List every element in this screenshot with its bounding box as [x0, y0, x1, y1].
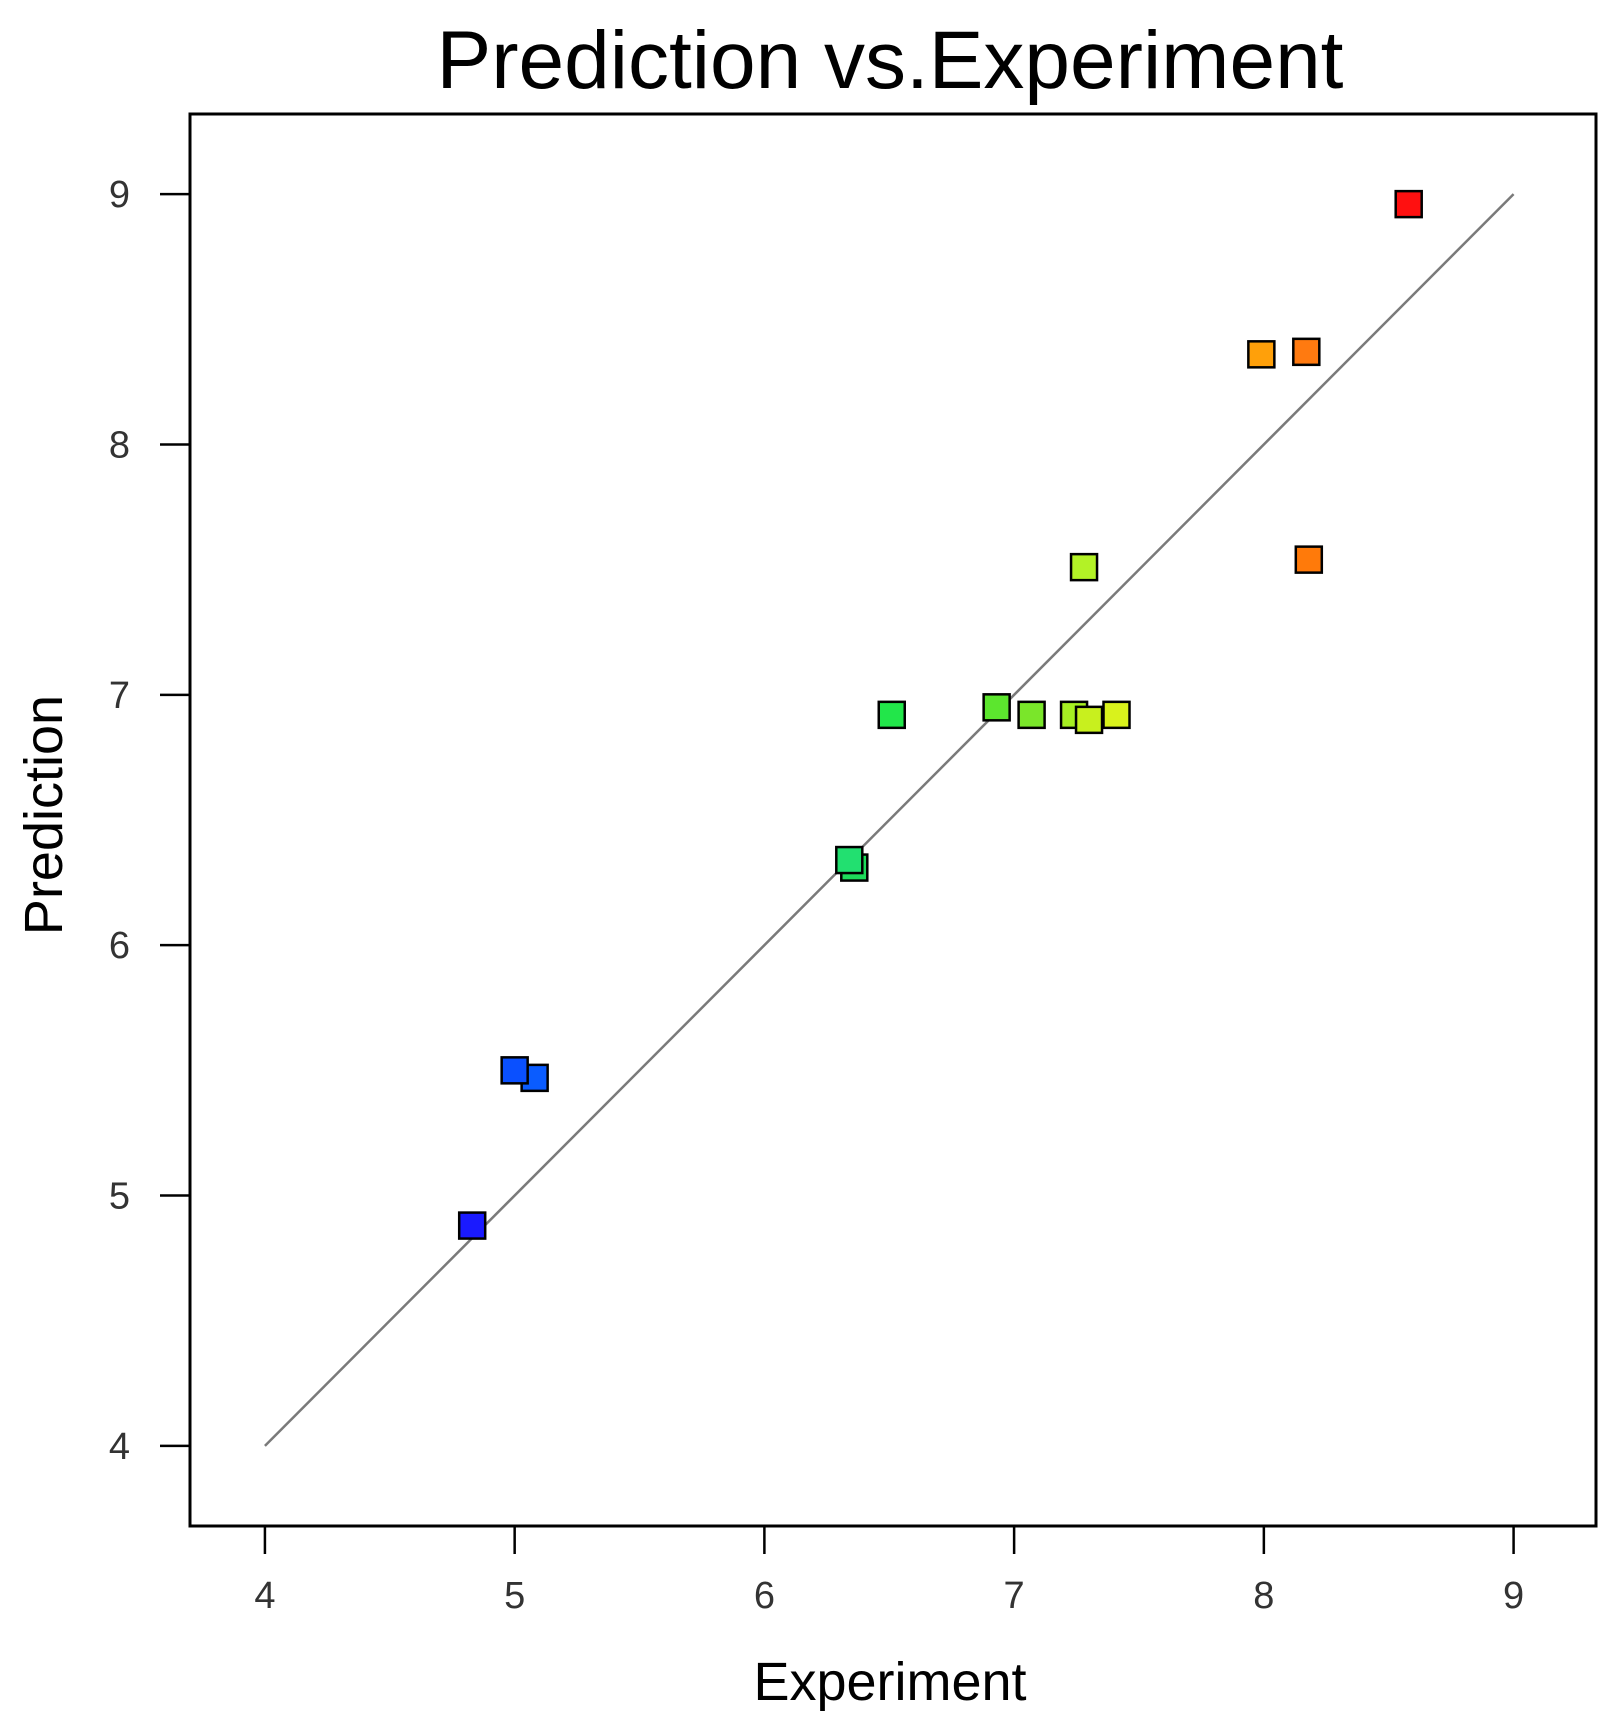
x-tick-label: 7 [1004, 1575, 1025, 1617]
y-axis-label: Prediction [14, 695, 74, 935]
y-tick-label: 7 [109, 675, 130, 717]
axis-ticks: 4 5 6 7 8 9 4 5 6 7 8 9 [109, 174, 1524, 1617]
data-point [982, 693, 1011, 722]
y-tick-label: 6 [109, 925, 130, 967]
x-tick-label: 5 [504, 1575, 525, 1617]
data-point [1074, 705, 1104, 735]
data-point [1017, 700, 1046, 730]
data-point [1102, 700, 1131, 730]
data-point [1247, 340, 1276, 369]
data-point [457, 1211, 487, 1240]
data-point [1069, 552, 1099, 582]
x-tick-label: 9 [1503, 1575, 1524, 1617]
data-point [877, 700, 907, 730]
chart-title: Prediction vs.Experiment [437, 15, 1344, 106]
plot-area [188, 112, 1598, 1528]
data-point [1294, 545, 1324, 574]
y-tick-label: 8 [109, 424, 130, 466]
data-point [835, 845, 864, 875]
x-tick-label: 6 [754, 1575, 775, 1617]
x-axis-label: Experiment [753, 1652, 1026, 1712]
x-tick-label: 4 [254, 1575, 275, 1617]
data-points [457, 189, 1423, 1240]
data-point [1394, 189, 1423, 219]
x-tick-label: 8 [1253, 1575, 1274, 1617]
y-tick-label: 9 [109, 174, 130, 216]
y-tick-label: 5 [109, 1176, 130, 1218]
data-point [1292, 337, 1321, 367]
y-tick-label: 4 [109, 1426, 130, 1468]
data-point [500, 1056, 529, 1085]
